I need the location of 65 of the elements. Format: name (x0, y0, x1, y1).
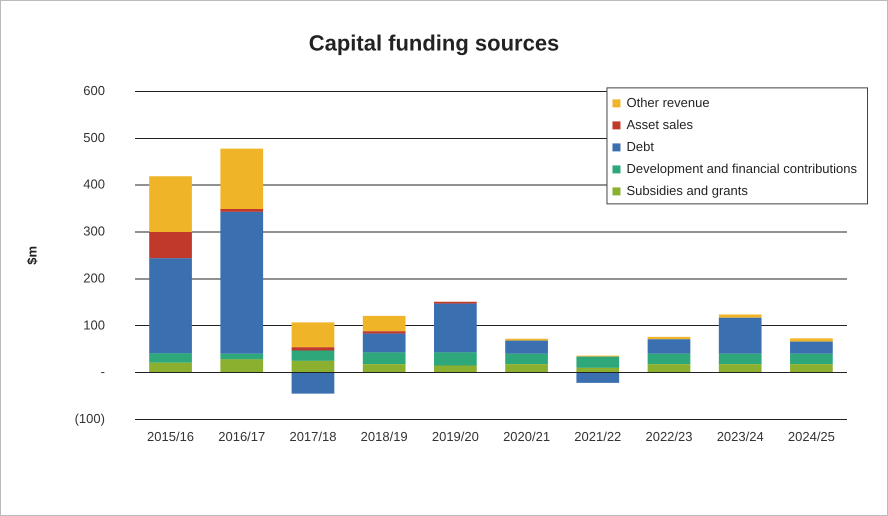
y-axis-title: $m (24, 246, 40, 265)
y-tick-label: 600 (83, 82, 105, 98)
bar (505, 354, 548, 364)
legend-label: Subsidies and grants (626, 182, 748, 198)
bar (434, 304, 477, 352)
bar (149, 362, 192, 372)
bar (790, 364, 833, 372)
bar (648, 364, 690, 372)
bar (220, 354, 264, 360)
bar (362, 352, 406, 364)
bar (790, 338, 833, 342)
x-tick-label: 2015/16 (147, 428, 194, 444)
y-tick-label: 300 (83, 224, 105, 239)
bar (292, 360, 334, 372)
x-tick-label: 2021/22 (574, 428, 622, 444)
bar (362, 316, 406, 332)
x-tick-label: 2019/20 (432, 428, 479, 444)
bar (790, 342, 833, 354)
bar (718, 314, 762, 318)
y-tick-label: 500 (83, 130, 105, 145)
x-tick-label: 2018/19 (360, 428, 408, 444)
bar (790, 354, 833, 364)
bar (718, 354, 762, 364)
bar (718, 318, 762, 354)
bar (220, 148, 264, 210)
x-tick-label: 2022/23 (645, 428, 692, 444)
y-tick-label: 100 (83, 317, 105, 332)
bar (220, 359, 264, 372)
bar (576, 368, 620, 372)
bar (292, 350, 334, 361)
bar (292, 347, 334, 351)
bar (648, 354, 690, 364)
bar (718, 364, 762, 372)
bar (220, 209, 264, 212)
bar (149, 176, 192, 232)
y-tick-label: - (100, 364, 105, 380)
bar (505, 364, 548, 372)
bar (292, 322, 334, 348)
x-tick-label: 2016/17 (218, 428, 266, 444)
x-tick-label: 2020/21 (503, 428, 550, 444)
bar (576, 373, 620, 383)
y-tick-label: 400 (83, 176, 105, 192)
legend-label: Asset sales (626, 116, 694, 132)
bar (149, 353, 192, 363)
legend-label: Development and financial contributions (626, 160, 858, 176)
y-tick-label: 200 (83, 270, 105, 286)
bar (505, 340, 548, 354)
bar (220, 212, 264, 354)
x-tick-label: 2017/18 (289, 428, 336, 444)
bar (434, 352, 477, 366)
legend-label: Debt (626, 138, 654, 154)
chart-title: Capital funding sources (308, 30, 560, 56)
y-tick-label: (100) (74, 410, 105, 426)
bar (149, 258, 192, 354)
bar (648, 339, 690, 354)
bar (362, 334, 406, 352)
bar (362, 364, 406, 372)
legend-label: Other revenue (626, 94, 710, 110)
x-tick-label: 2023/24 (716, 428, 764, 444)
bar (292, 373, 334, 394)
bar (576, 356, 620, 368)
bar (434, 366, 477, 372)
x-tick-label: 2024/25 (788, 428, 835, 444)
bar (648, 336, 690, 340)
bar (149, 232, 192, 258)
